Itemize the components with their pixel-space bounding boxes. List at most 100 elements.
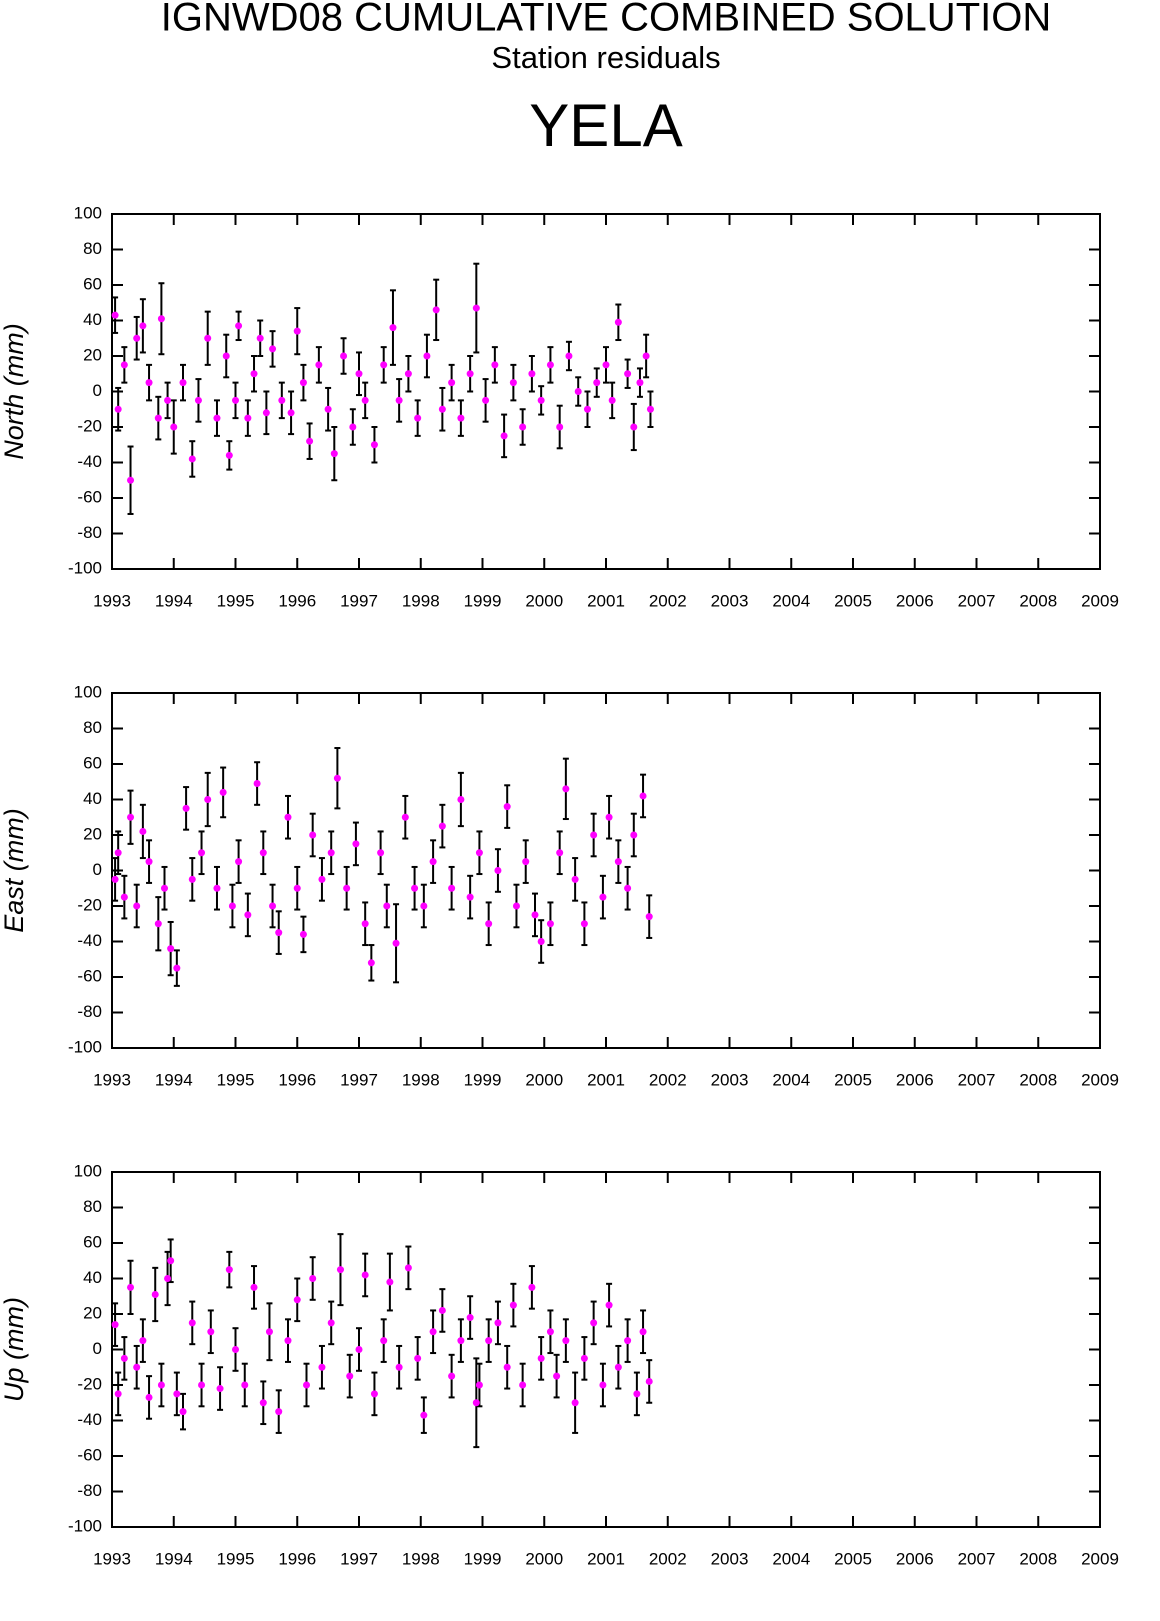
data-point xyxy=(145,858,153,866)
y-axis-label: East (mm) xyxy=(0,808,29,933)
data-point xyxy=(179,1408,187,1416)
data-point xyxy=(232,396,239,404)
data-point xyxy=(235,858,243,866)
x-tick-label: 2006 xyxy=(896,591,934,610)
data-point xyxy=(225,451,233,459)
data-point xyxy=(519,423,527,431)
x-tick-label: 1995 xyxy=(217,1549,255,1568)
data-point xyxy=(204,334,212,342)
data-point xyxy=(605,1301,613,1309)
data-point xyxy=(287,409,295,417)
data-point xyxy=(509,1301,517,1309)
data-point xyxy=(182,804,190,812)
data-point xyxy=(571,875,579,883)
data-point xyxy=(133,1363,141,1371)
data-point xyxy=(636,379,644,387)
x-tick-label: 2000 xyxy=(525,1549,563,1568)
data-point xyxy=(188,875,196,883)
data-point xyxy=(553,1372,561,1380)
data-point xyxy=(432,306,440,314)
data-point xyxy=(546,1328,554,1336)
data-point xyxy=(336,1266,344,1274)
data-point xyxy=(491,361,499,369)
data-point xyxy=(154,414,162,422)
data-point xyxy=(395,1363,403,1371)
data-point xyxy=(565,352,573,360)
data-point xyxy=(228,902,236,910)
y-tick-label: 60 xyxy=(83,1232,102,1251)
data-point xyxy=(438,405,446,413)
data-point xyxy=(380,1337,388,1345)
data-point xyxy=(645,1377,653,1385)
data-point xyxy=(475,1381,483,1389)
data-point xyxy=(639,792,647,800)
data-point xyxy=(395,396,403,404)
data-point xyxy=(219,788,227,796)
data-point xyxy=(630,423,638,431)
x-tick-label: 2003 xyxy=(711,591,749,610)
data-point xyxy=(250,370,258,378)
x-tick-label: 2004 xyxy=(772,1549,810,1568)
data-point xyxy=(448,884,456,892)
y-tick-label: -80 xyxy=(77,1002,102,1021)
data-point xyxy=(624,1337,632,1345)
x-tick-label: 2000 xyxy=(525,591,563,610)
data-point xyxy=(482,396,490,404)
x-tick-label: 2005 xyxy=(834,1070,872,1089)
data-point xyxy=(448,1372,456,1380)
x-tick-label: 1998 xyxy=(402,1070,440,1089)
x-tick-label: 2006 xyxy=(896,1070,934,1089)
data-point xyxy=(457,796,465,803)
data-point xyxy=(614,858,622,866)
data-point xyxy=(494,867,502,874)
y-tick-label: 80 xyxy=(83,239,102,258)
data-point xyxy=(429,1328,437,1336)
y-tick-label: -60 xyxy=(77,966,102,985)
x-tick-label: 1999 xyxy=(464,1070,502,1089)
data-point xyxy=(259,1399,267,1407)
y-tick-label: -20 xyxy=(77,895,102,914)
data-point xyxy=(157,315,165,323)
panel: -100 -80 -60 -40 -20 0 20 40 60 80 100 1993 1994 1995… xyxy=(0,203,1119,610)
x-tick-label: 1994 xyxy=(155,1070,193,1089)
data-point xyxy=(574,388,582,395)
data-point xyxy=(198,849,206,857)
data-point xyxy=(503,803,511,811)
data-point xyxy=(599,1381,607,1389)
title: IGNWD08 CUMULATIVE COMBINED SOLUTION xyxy=(161,0,1051,40)
y-tick-label: 20 xyxy=(83,345,102,364)
x-tick-label: 2009 xyxy=(1081,1549,1119,1568)
data-point xyxy=(253,780,261,788)
data-point xyxy=(111,875,119,883)
y-tick-label: 80 xyxy=(83,718,102,737)
x-tick-label: 1997 xyxy=(340,1070,378,1089)
data-point xyxy=(352,840,360,848)
data-point xyxy=(367,959,375,967)
data-point xyxy=(293,1296,301,1304)
data-point xyxy=(244,911,252,919)
data-point xyxy=(315,361,323,369)
data-point xyxy=(599,893,607,901)
station-name: YELA xyxy=(529,92,682,159)
x-tick-label: 1996 xyxy=(278,1070,316,1089)
x-tick-label: 2008 xyxy=(1019,1070,1057,1089)
y-axis-label: North (mm) xyxy=(0,323,29,460)
x-tick-label: 2004 xyxy=(772,591,810,610)
data-point xyxy=(111,311,119,319)
data-point xyxy=(235,322,243,330)
data-point xyxy=(207,1328,215,1336)
data-point xyxy=(259,849,267,857)
data-point xyxy=(173,964,181,972)
data-point xyxy=(167,1257,175,1265)
data-point xyxy=(114,405,122,413)
data-point xyxy=(327,849,335,857)
y-tick-label: 0 xyxy=(93,1339,102,1358)
data-point xyxy=(269,902,277,910)
data-point xyxy=(494,1319,502,1327)
data-point xyxy=(346,1372,354,1380)
data-point xyxy=(318,1363,326,1371)
data-point xyxy=(340,352,348,360)
y-tick-label: -80 xyxy=(77,523,102,542)
data-point xyxy=(241,1381,249,1389)
data-point xyxy=(349,423,357,431)
